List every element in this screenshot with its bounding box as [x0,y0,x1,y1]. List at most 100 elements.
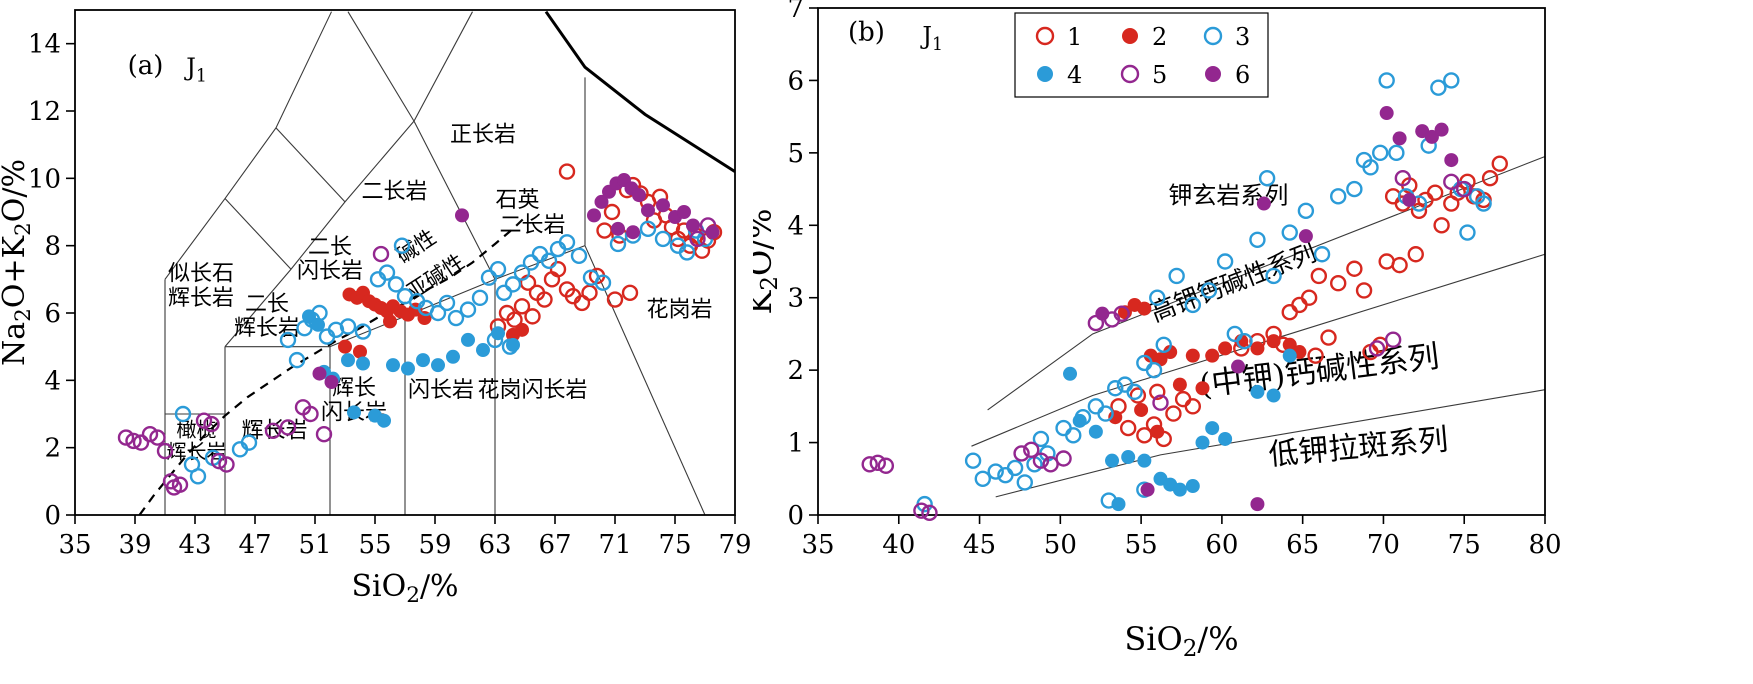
series-2-points [338,285,529,359]
upper-limit-bold-line [544,10,736,173]
data-point [338,339,352,354]
data-point [378,264,396,281]
data-point [1298,229,1313,244]
data-point [1165,405,1182,422]
data-point [149,429,166,446]
data-point [596,222,613,239]
data-point [1433,217,1450,234]
field-label: J1 [183,54,207,87]
data-point [1134,402,1149,417]
data-point [536,291,553,308]
data-point [1231,359,1246,374]
data-point [354,323,372,340]
data-point [1137,301,1152,316]
data-point [678,244,696,261]
data-point [353,344,367,359]
data-point [210,452,228,470]
y-tick-label: 8 [44,232,61,262]
data-point [132,434,150,451]
x-tick-label: 63 [478,530,511,560]
field-boundary-line [413,120,496,280]
data-point [387,276,405,293]
data-point [1392,131,1407,146]
data-point [302,405,319,423]
data-point [1402,192,1417,207]
data-point [513,298,531,315]
data-point [1384,331,1402,348]
data-point [1434,122,1449,137]
data-point [489,261,507,278]
field-boundary-line [224,120,415,348]
field-label: 辉长岩 [241,419,307,444]
data-point [1203,26,1223,46]
data-point [594,194,609,209]
plot-border [817,7,1546,516]
field-label: 花岗闪长岩 [477,378,587,403]
y-tick-label: 12 [28,97,61,127]
data-point [1145,361,1163,379]
data-point [1249,231,1266,248]
field-label: 碱性 [392,225,440,268]
data-point [324,375,339,390]
data-point [1063,366,1078,381]
data-point [540,252,558,270]
field-label: 花岗岩 [646,297,712,322]
data-point [1200,282,1218,299]
x-tick-label: 43 [178,530,211,560]
data-point [1121,450,1136,465]
data-point [1407,246,1424,263]
data-point [632,188,646,203]
y-tick-label: 0 [44,501,61,531]
data-point [311,317,325,332]
data-point [189,468,207,485]
data-point [1150,424,1165,439]
data-point [606,291,624,308]
x-tick-label: 79 [718,530,751,560]
data-point [1443,173,1460,191]
y-tick-label: 10 [28,164,61,194]
y-tick-label: 14 [28,30,61,60]
data-point [609,235,627,253]
data-point [264,422,282,440]
field-label: 二长闪长岩 [297,235,363,284]
data-point [429,304,447,322]
data-point [1330,275,1347,292]
x-tick-label: 60 [1205,530,1238,560]
x-tick-label: 39 [118,530,151,560]
data-point [1297,202,1315,220]
field-boundary-line [971,253,1546,447]
legend: 1 2 3 4 5 6 [1014,12,1269,98]
data-point [921,504,938,522]
data-point [913,502,930,519]
data-point [656,198,670,213]
data-point [1055,450,1072,467]
data-point [611,221,625,236]
data-point [1119,419,1137,437]
data-point [1205,421,1220,436]
field-label: 闪长岩 [408,378,474,403]
data-point [1310,267,1328,285]
data-point [1072,413,1087,428]
field-boundary-line [224,198,292,270]
legend-label: 2 [1152,23,1167,51]
data-point [1111,497,1126,512]
data-point [1459,224,1476,241]
data-point [1362,159,1379,176]
x-tick-label: 55 [1125,530,1158,560]
data-point [504,276,522,293]
data-point [1216,253,1234,270]
data-point [438,294,456,312]
data-point [1218,431,1233,446]
data-point [1168,267,1185,285]
x-tick-label: 75 [1448,530,1481,560]
x-axis-title: SiO2/% [1124,620,1238,662]
data-point [471,289,489,307]
data-point [654,230,672,248]
data-point [1105,453,1120,468]
x-tick-label: 40 [882,530,915,560]
data-point [195,412,213,429]
x-tick-label: 50 [1044,530,1077,560]
y-tick-label: 6 [787,66,804,96]
data-point [581,284,598,301]
